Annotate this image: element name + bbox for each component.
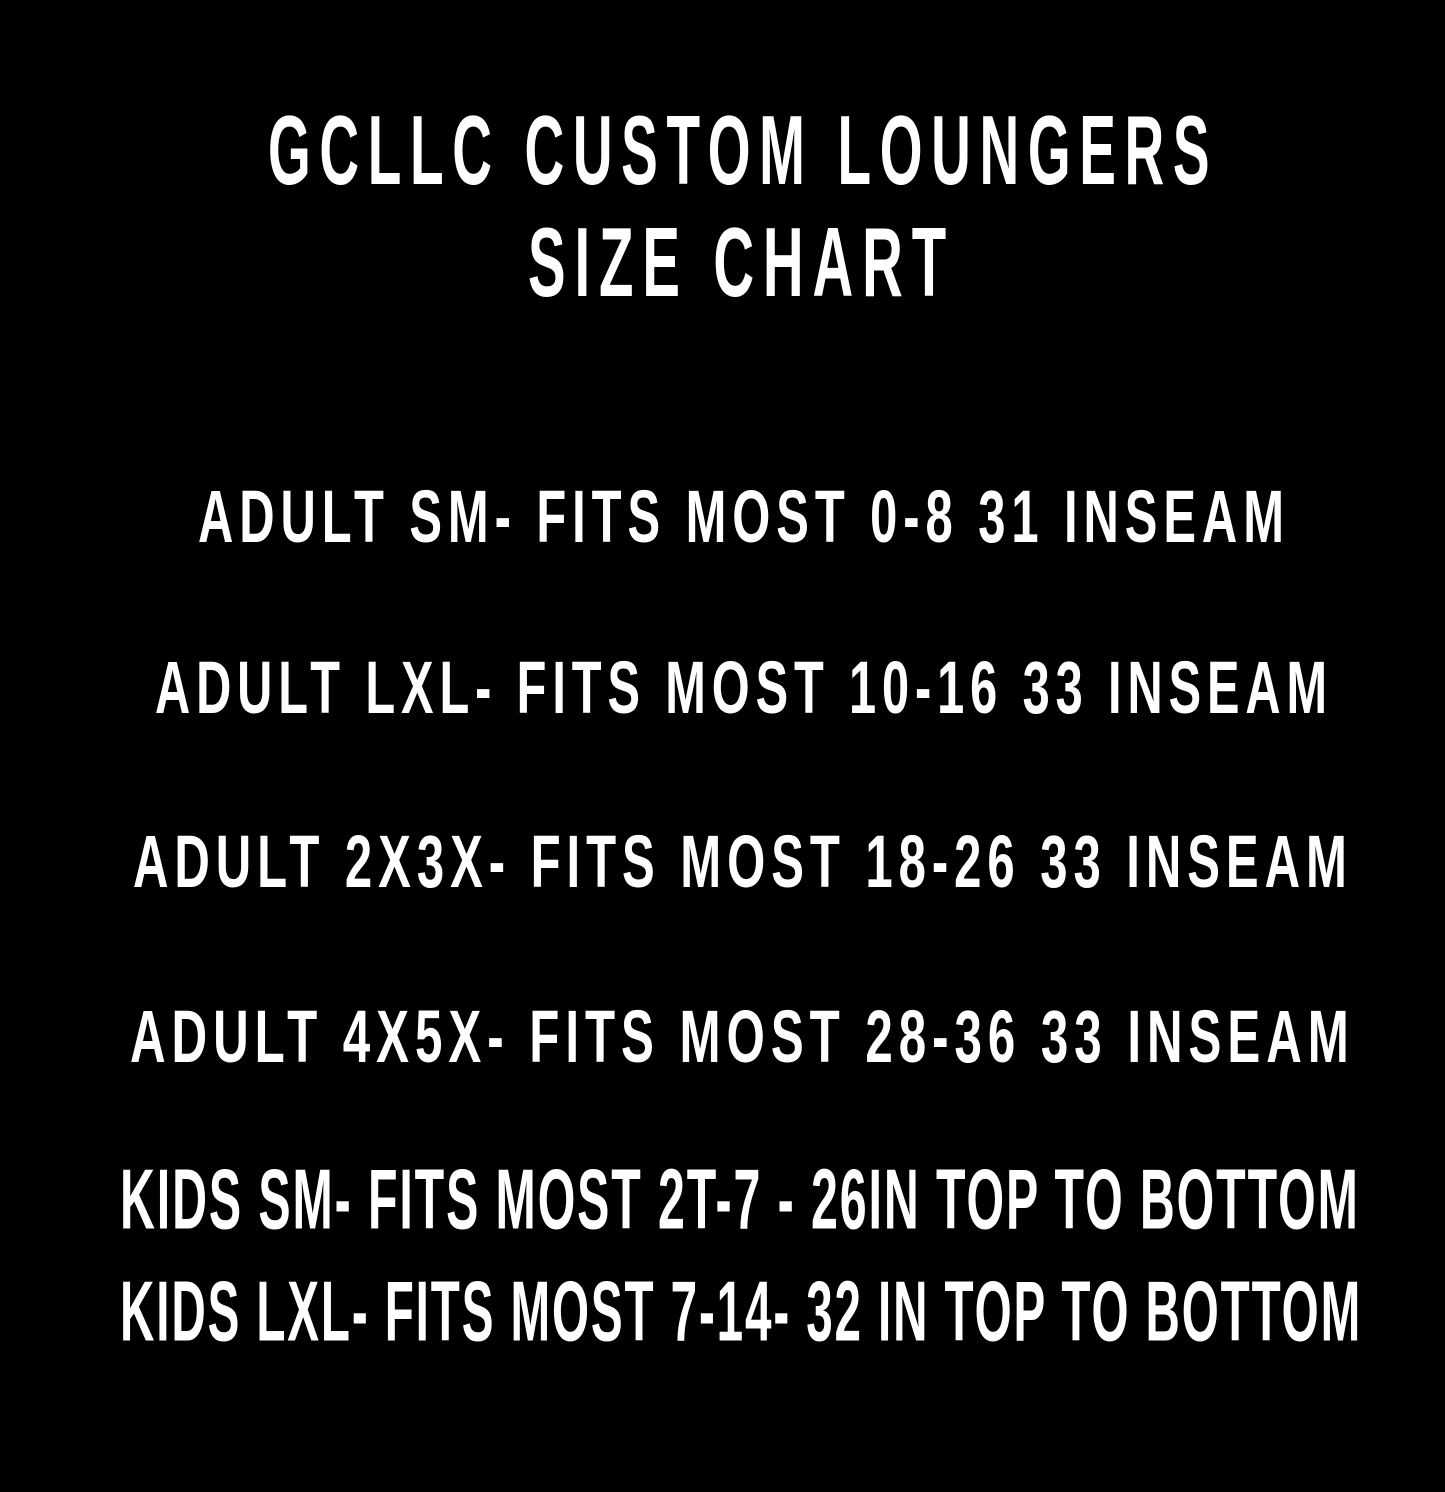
size-row-adult-2x3x: ADULT 2X3X- FITS MOST 18-26 33 INSEAM [133,819,1353,903]
size-row-adult-lxl: ADULT LXL- FITS MOST 10-16 33 INSEAM [155,645,1333,729]
title-line-2: SIZE CHART [528,206,955,318]
size-row-adult-4x5x: ADULT 4X5X- FITS MOST 28-36 33 INSEAM [130,994,1355,1078]
title-line-1: GCLLC CUSTOM LOUNGERS [268,94,1219,206]
size-row-kids-sm: KIDS SM- FITS MOST 2T-7 - 26IN TOP TO BO… [120,1152,1360,1248]
size-row-kids-lxl: KIDS LXL- FITS MOST 7-14- 32 IN TOP TO B… [120,1264,1363,1360]
size-row-adult-sm: ADULT SM- FITS MOST 0-8 31 INSEAM [198,474,1290,558]
